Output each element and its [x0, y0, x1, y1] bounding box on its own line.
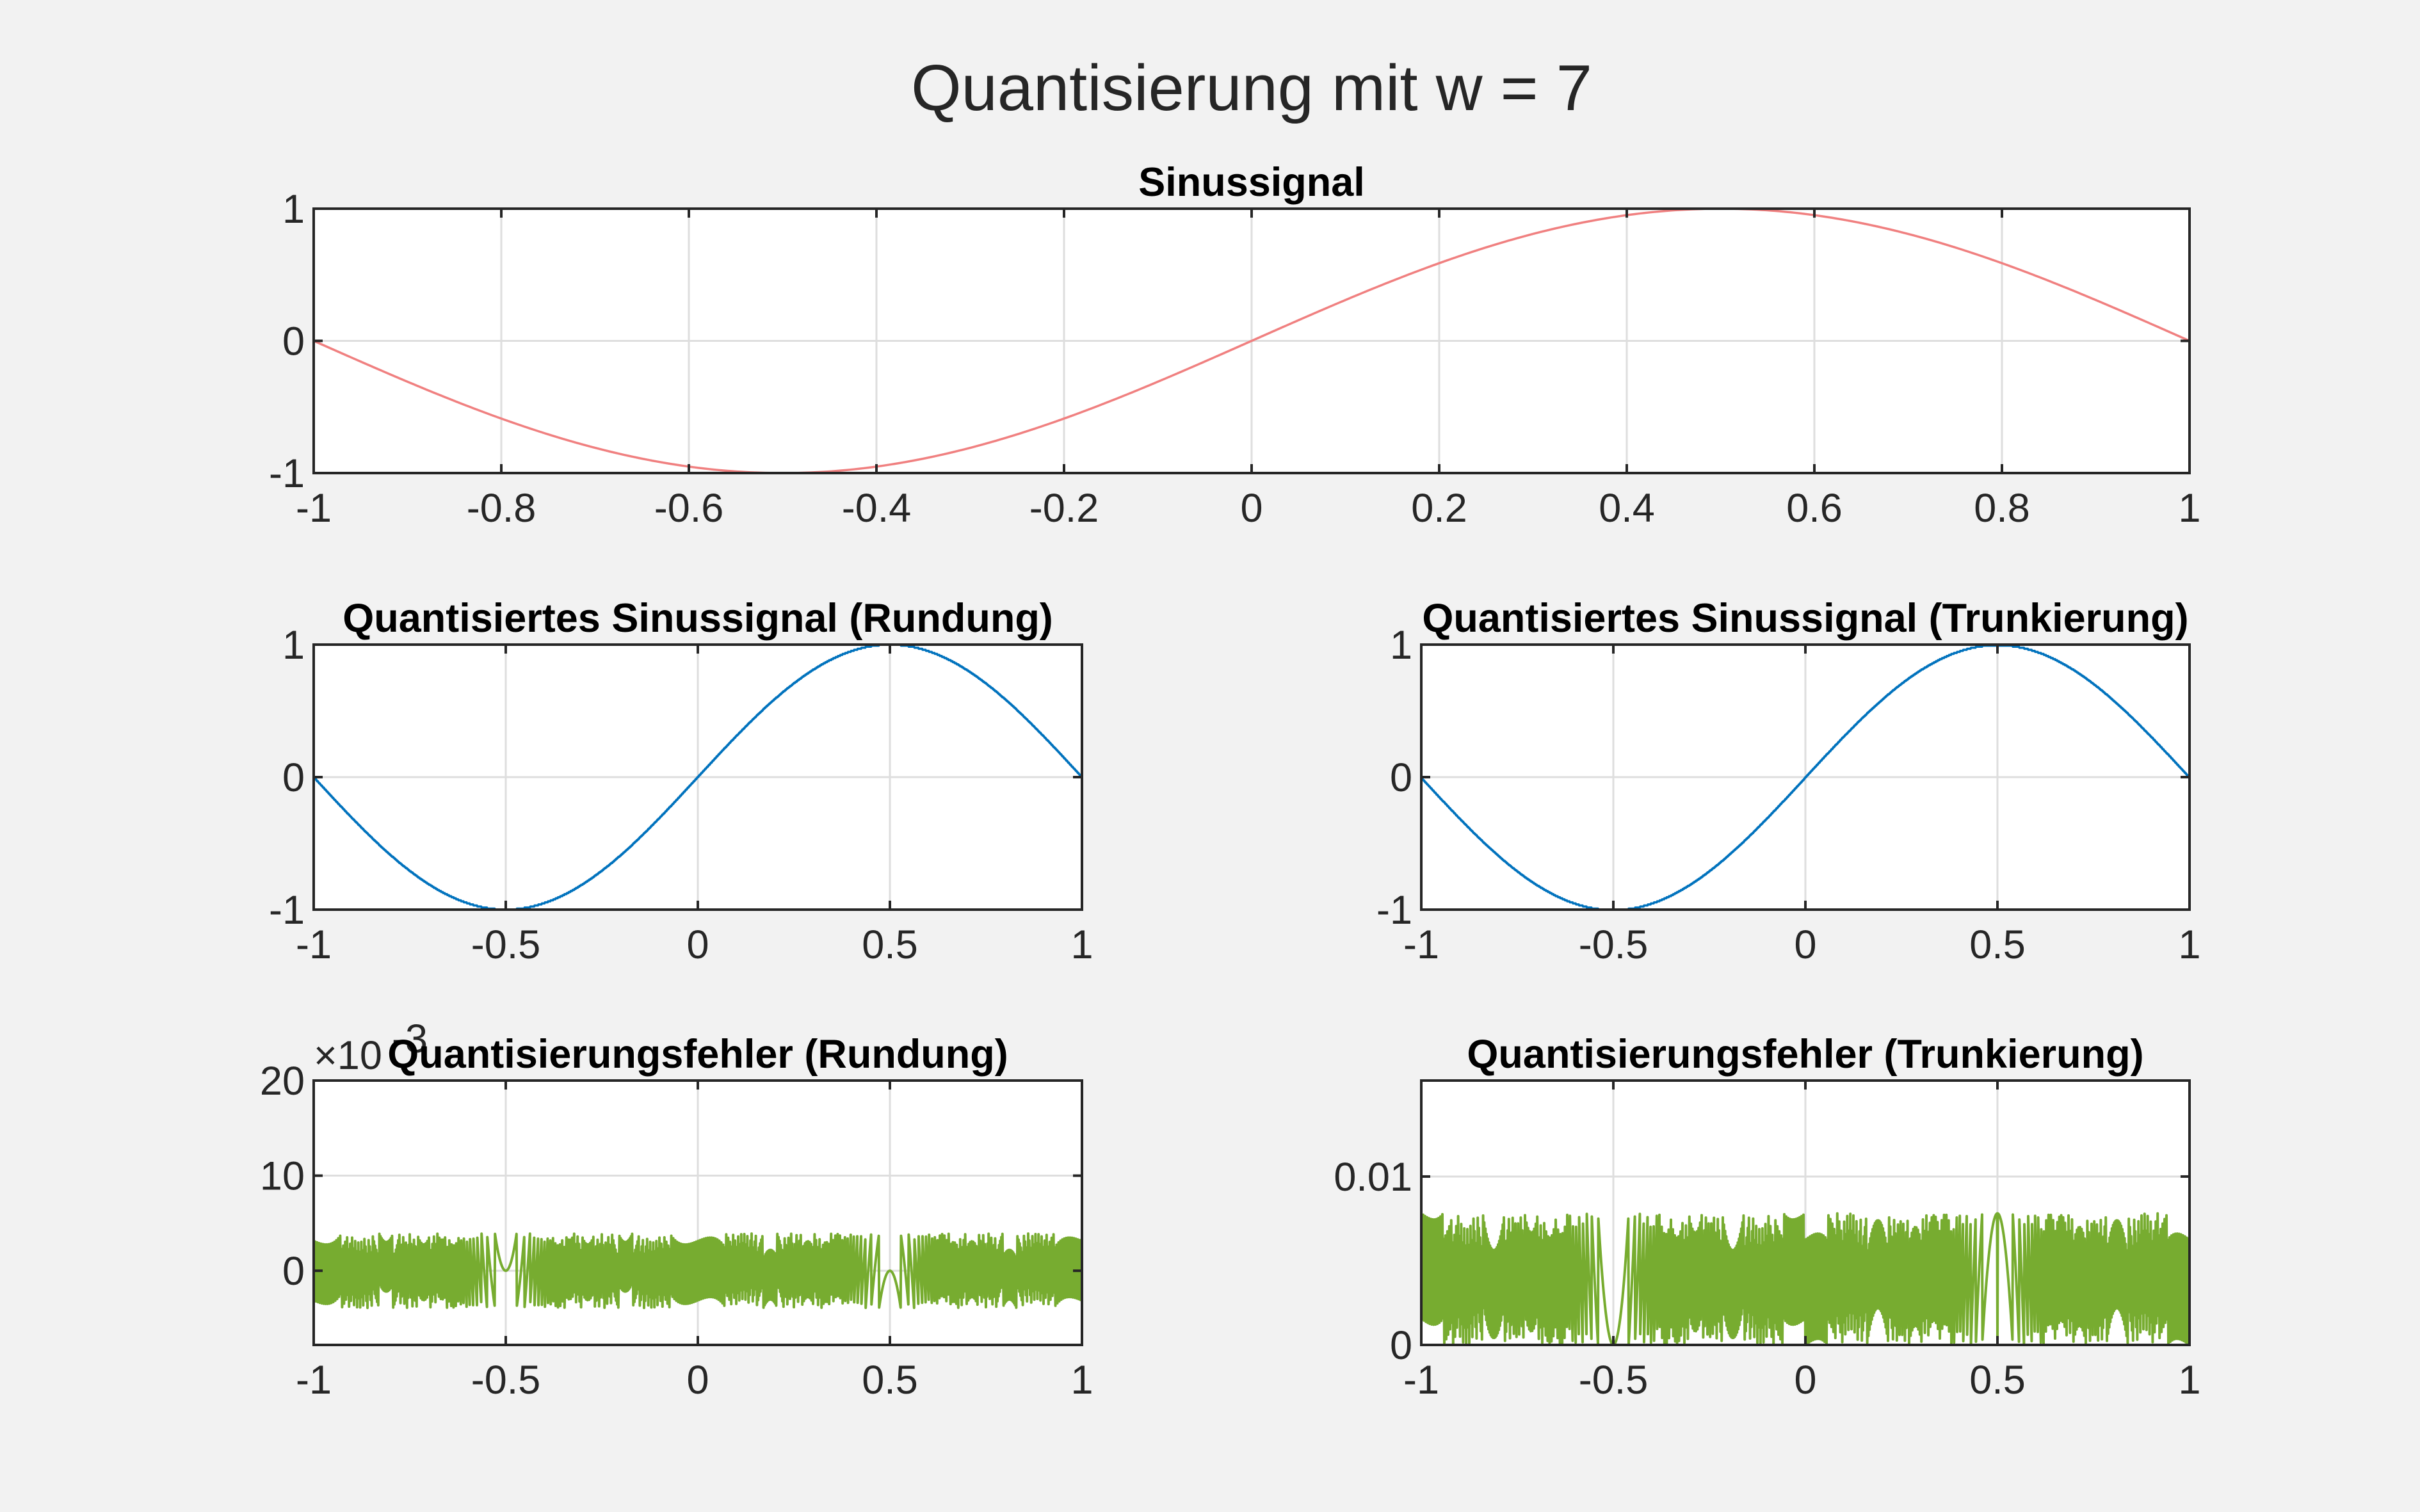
x-tick-label: -0.5 — [471, 1358, 541, 1403]
x-tick-label: -1 — [1403, 1358, 1439, 1403]
y-tick-label: -1 — [1376, 888, 1412, 933]
x-tick-label: 0 — [686, 922, 709, 967]
y-tick-label: -1 — [269, 888, 305, 933]
x-tick-label: -0.8 — [467, 486, 536, 531]
y-tick-label: 1 — [282, 187, 305, 232]
x-tick-label: -0.5 — [1579, 1358, 1649, 1403]
x-tick-label: 0.8 — [1974, 486, 2030, 531]
series-line-err_round — [314, 1232, 1082, 1310]
figure-title: Quantisierung mit w = 7 — [911, 52, 1592, 124]
x-tick-label: 1 — [1070, 922, 1093, 967]
y-tick-label: 20 — [260, 1059, 305, 1104]
x-tick-label: -1 — [296, 922, 332, 967]
y-tick-label: 10 — [260, 1154, 305, 1199]
x-tick-label: 1 — [1070, 1358, 1093, 1403]
series-line-quant_trunc — [1421, 645, 2190, 910]
x-tick-label: 0 — [1240, 486, 1262, 531]
x-tick-label: 1 — [2178, 1358, 2200, 1403]
y-exponent-label: ×10 — [314, 1033, 382, 1078]
x-tick-label: -0.4 — [842, 486, 912, 531]
y-tick-label: -1 — [269, 451, 305, 496]
x-tick-label: 1 — [2178, 486, 2200, 531]
x-tick-label: 0.6 — [1786, 486, 1843, 531]
x-tick-label: 0.5 — [862, 922, 918, 967]
axes-title: Quantisierungsfehler (Trunkierung) — [1467, 1032, 2143, 1077]
y-tick-label: 1 — [282, 623, 305, 668]
x-tick-label: 0 — [1794, 922, 1816, 967]
x-tick-label: 0 — [686, 1358, 709, 1403]
axes-quant_round: -1 -0.5 0 0.5 1 -1 0 1 Quantisiertes Sinussignal… — [269, 596, 1093, 967]
y-exponent-power: -3 — [392, 1017, 428, 1061]
x-tick-label: -0.5 — [1579, 922, 1649, 967]
x-tick-label: -1 — [296, 486, 332, 531]
axes-title: Quantisierungsfehler (Rundung) — [387, 1032, 1008, 1077]
x-tick-label: -0.2 — [1029, 486, 1099, 531]
x-tick-label: 1 — [2178, 922, 2200, 967]
series-line-quant_round — [314, 645, 1082, 910]
x-tick-label: 0.4 — [1599, 486, 1655, 531]
x-tick-label: 0.5 — [1969, 922, 2026, 967]
x-tick-label: 0.5 — [862, 1358, 918, 1403]
y-tick-label: 1 — [1390, 623, 1412, 668]
axes-title: Quantisiertes Sinussignal (Trunkierung) — [1422, 596, 2188, 641]
y-tick-label: 0 — [1390, 1323, 1412, 1368]
x-tick-label: -0.5 — [471, 922, 541, 967]
y-tick-label: 0 — [282, 755, 305, 800]
y-tick-label: 0 — [1390, 755, 1412, 800]
y-tick-label: 0.01 — [1334, 1155, 1412, 1200]
x-tick-label: -1 — [296, 1358, 332, 1403]
series-line-err_trunc — [1421, 1212, 2190, 1345]
axes-title: Quantisiertes Sinussignal (Rundung) — [343, 596, 1053, 641]
axes-sine: -1 -0.8 -0.6 -0.4 -0.2 0 0.2 0.4 0.6 0.8 1 -1 0 1 Sinu… — [269, 160, 2201, 531]
x-tick-label: 0.5 — [1969, 1358, 2026, 1403]
axes-err_trunc: -1 -0.5 0 0.5 1 0 0.01 Quantisierungsfehler (Tr… — [1334, 1032, 2200, 1403]
y-tick-label: 0 — [282, 1249, 305, 1294]
x-tick-label: 0.2 — [1411, 486, 1467, 531]
x-tick-label: -0.6 — [654, 486, 724, 531]
x-tick-label: 0 — [1794, 1358, 1816, 1403]
axes-title: Sinussignal — [1138, 160, 1365, 205]
series-line-sine — [314, 209, 2190, 473]
x-tick-label: -1 — [1403, 922, 1439, 967]
y-tick-label: 0 — [282, 319, 305, 364]
